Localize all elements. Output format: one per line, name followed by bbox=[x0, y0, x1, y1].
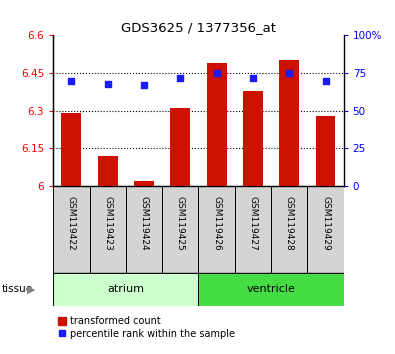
Bar bbox=[170, 108, 190, 186]
Bar bbox=[243, 91, 263, 186]
Bar bbox=[279, 61, 299, 186]
Point bbox=[322, 78, 329, 83]
Bar bbox=[126, 186, 162, 273]
Bar bbox=[316, 116, 335, 186]
Bar bbox=[98, 156, 118, 186]
Point bbox=[286, 70, 292, 76]
Bar bbox=[207, 63, 227, 186]
Legend: transformed count, percentile rank within the sample: transformed count, percentile rank withi… bbox=[58, 316, 235, 339]
Text: GSM119428: GSM119428 bbox=[285, 196, 294, 251]
Bar bbox=[53, 273, 199, 306]
Bar bbox=[53, 186, 90, 273]
Bar bbox=[199, 273, 344, 306]
Text: atrium: atrium bbox=[107, 284, 145, 295]
Text: GSM119426: GSM119426 bbox=[212, 196, 221, 251]
Text: GSM119424: GSM119424 bbox=[139, 196, 149, 251]
Text: GSM119425: GSM119425 bbox=[176, 196, 185, 251]
Text: GSM119423: GSM119423 bbox=[103, 196, 112, 251]
Point bbox=[250, 75, 256, 80]
Text: ventricle: ventricle bbox=[246, 284, 295, 295]
Text: ▶: ▶ bbox=[27, 284, 36, 295]
Bar bbox=[271, 186, 307, 273]
Text: tissue: tissue bbox=[2, 284, 33, 295]
Point bbox=[141, 82, 147, 88]
Bar bbox=[307, 186, 344, 273]
Bar bbox=[90, 186, 126, 273]
Point bbox=[177, 75, 184, 80]
Bar bbox=[134, 181, 154, 186]
Text: GSM119427: GSM119427 bbox=[248, 196, 258, 251]
Bar bbox=[199, 186, 235, 273]
Point bbox=[213, 70, 220, 76]
Text: GSM119422: GSM119422 bbox=[67, 196, 76, 251]
Bar bbox=[162, 186, 199, 273]
Point bbox=[68, 78, 75, 83]
Bar bbox=[235, 186, 271, 273]
Title: GDS3625 / 1377356_at: GDS3625 / 1377356_at bbox=[121, 21, 276, 34]
Bar bbox=[62, 113, 81, 186]
Text: GSM119429: GSM119429 bbox=[321, 196, 330, 251]
Point bbox=[105, 81, 111, 86]
